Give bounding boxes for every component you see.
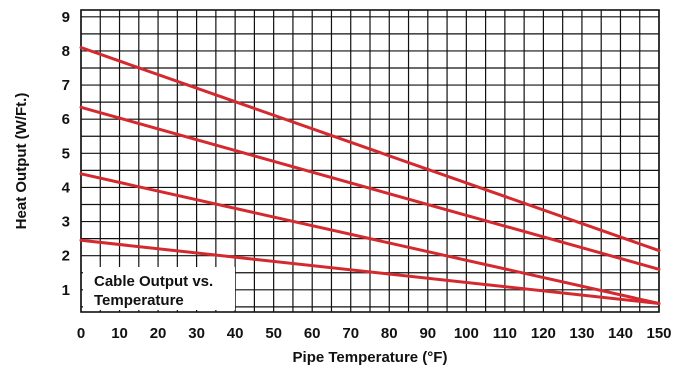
x-tick-label: 60 xyxy=(304,325,321,342)
x-tick-label: 50 xyxy=(265,325,282,342)
x-tick-label: 130 xyxy=(569,325,594,342)
x-tick-label: 120 xyxy=(531,325,556,342)
x-tick-label: 110 xyxy=(493,325,517,342)
x-axis-title: Pipe Temperature (°F) xyxy=(293,349,448,366)
annotation-line-2: Temperature xyxy=(94,292,184,309)
x-tick-label: 100 xyxy=(454,325,479,342)
y-tick-label: 8 xyxy=(62,43,70,60)
y-tick-label: 4 xyxy=(62,179,71,196)
x-tick-label: 90 xyxy=(419,325,436,342)
x-tick-label: 30 xyxy=(188,325,205,342)
x-tick-label: 80 xyxy=(381,325,398,342)
annotation-line-1: Cable Output vs. xyxy=(94,273,213,290)
plot-frame xyxy=(80,9,660,313)
x-tick-label: 150 xyxy=(646,325,671,342)
series-line-4 xyxy=(79,238,661,305)
series-line-1 xyxy=(79,46,661,253)
y-tick-label: 1 xyxy=(62,282,70,299)
x-tick-label: 0 xyxy=(77,325,85,342)
series-line-2 xyxy=(79,105,661,271)
annotation-box xyxy=(83,267,235,310)
x-tick-label: 40 xyxy=(227,325,244,342)
y-tick-label: 5 xyxy=(62,145,70,162)
x-tick-label: 20 xyxy=(150,325,167,342)
x-tick-labels: 0 10 20 30 40 50 60 70 80 90 100 110 120 130 140 150 xyxy=(77,325,672,342)
y-tick-label: 2 xyxy=(62,248,70,265)
y-axis-title: Heat Output (W/Ft.) xyxy=(13,93,30,230)
y-tick-labels: 1 2 3 4 5 6 7 8 9 xyxy=(62,9,71,299)
x-tick-label: 10 xyxy=(111,325,128,342)
y-tick-label: 7 xyxy=(62,77,70,94)
y-tick-label: 6 xyxy=(62,111,70,128)
series-line-3 xyxy=(79,172,661,305)
grid xyxy=(80,9,660,313)
x-tick-label: 140 xyxy=(608,325,633,342)
series-lines xyxy=(79,46,661,305)
y-tick-label: 9 xyxy=(62,9,70,26)
x-tick-label: 70 xyxy=(342,325,359,342)
y-tick-label: 3 xyxy=(62,214,70,231)
